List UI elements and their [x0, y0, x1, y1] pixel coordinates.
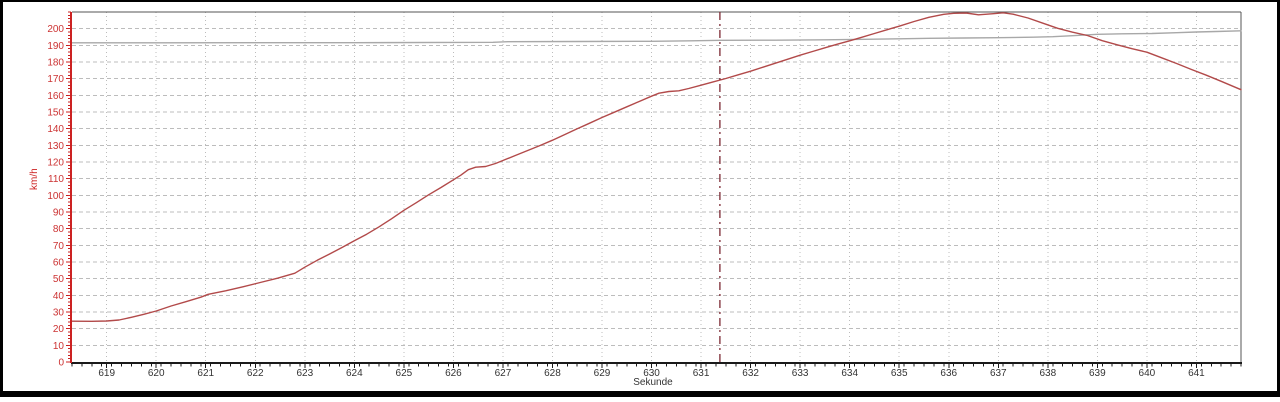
frame-left — [0, 0, 3, 397]
x-tick-label: 619 — [98, 368, 115, 379]
x-tick-label: 623 — [296, 368, 313, 379]
x-axis-title: Sekunde — [633, 377, 673, 388]
x-tick-label: 624 — [346, 368, 363, 379]
x-tick-label: 640 — [1139, 368, 1156, 379]
x-tick-label: 634 — [841, 368, 858, 379]
x-tick-label: 631 — [693, 368, 710, 379]
y-tick-label: 40 — [53, 291, 65, 302]
y-tick-label: 190 — [47, 41, 64, 52]
y-tick-label: 200 — [47, 24, 64, 35]
x-tick-label: 626 — [445, 368, 462, 379]
x-tick-label: 630 — [643, 368, 660, 379]
y-tick-label: 150 — [47, 108, 64, 119]
x-tick-label: 636 — [940, 368, 957, 379]
series-reference-trace — [71, 30, 1242, 44]
y-tick-label: 180 — [47, 58, 64, 69]
x-tick-label: 628 — [544, 368, 561, 379]
x-tick-label: 622 — [247, 368, 264, 379]
x-tick-label: 632 — [742, 368, 759, 379]
y-tick-label: 50 — [53, 274, 65, 285]
y-tick-label: 130 — [47, 141, 64, 152]
frame-right — [1277, 0, 1280, 397]
x-tick-label: 639 — [1089, 368, 1106, 379]
frame-top — [0, 0, 1280, 2]
frame-bottom-bar — [0, 391, 1280, 397]
x-tick-label: 629 — [594, 368, 611, 379]
y-tick-label: 110 — [48, 174, 64, 185]
x-tick-label: 627 — [495, 368, 512, 379]
y-tick-label: 100 — [47, 191, 64, 202]
x-tick-label: 641 — [1188, 368, 1205, 379]
y-tick-label: 80 — [53, 224, 65, 235]
x-tick-label: 633 — [792, 368, 809, 379]
y-tick-label: 10 — [53, 341, 65, 352]
x-tick-label: 620 — [148, 368, 165, 379]
y-tick-label: 140 — [47, 124, 64, 135]
x-axis: 619 620 621 622 623 624 625 626 627 628 629 630 631 6… — [71, 362, 1242, 379]
x-tick-label: 638 — [1039, 368, 1056, 379]
plot-border — [72, 11, 1242, 363]
x-tick-label: 621 — [197, 368, 214, 379]
x-tick-label: 635 — [891, 368, 908, 379]
x-tick-label: 625 — [396, 368, 413, 379]
y-tick-label: 20 — [53, 324, 65, 335]
series-speed-trace — [71, 12, 1242, 322]
y-axis: 0 10 20 30 40 50 60 70 80 90 100 110 120 130 140 150 160… — [47, 11, 72, 369]
y-tick-label: 0 — [58, 358, 64, 369]
x-tick-label: 637 — [990, 368, 1007, 379]
y-tick-label: 90 — [53, 208, 65, 219]
y-tick-label: 30 — [53, 308, 65, 319]
y-tick-label: 170 — [47, 74, 64, 85]
y-axis-title: km/h — [29, 168, 40, 190]
y-tick-label: 60 — [53, 258, 65, 269]
y-tick-label: 120 — [47, 158, 64, 169]
y-tick-label: 160 — [47, 91, 64, 102]
y-tick-label: 70 — [53, 241, 65, 252]
gridlines — [72, 12, 1241, 362]
